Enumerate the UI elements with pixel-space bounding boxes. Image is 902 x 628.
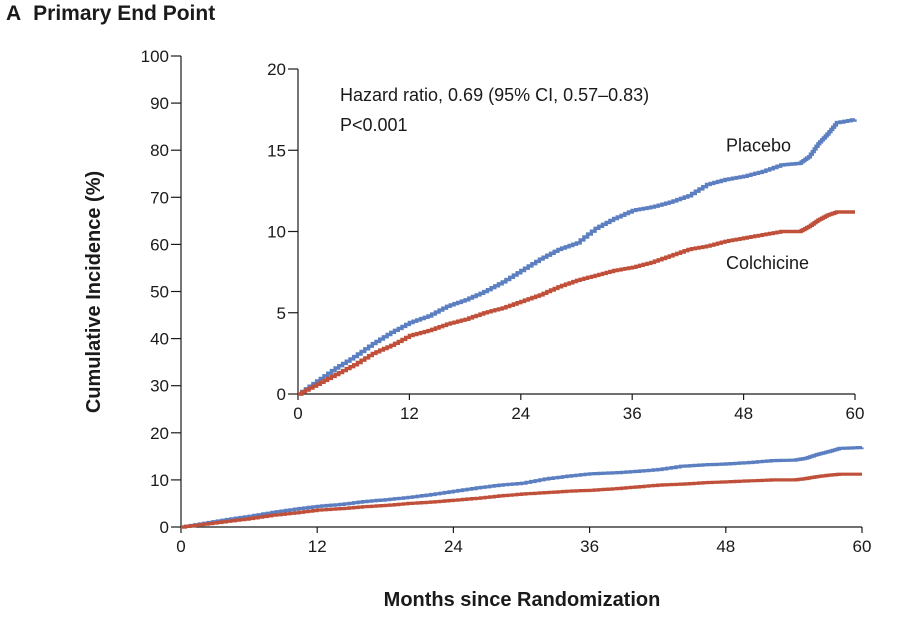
inset-axes: 0 12 24 36 48 60 0 5 10 15 20: [267, 60, 864, 423]
inset-y-tick-label: 5: [277, 304, 286, 323]
panel-letter: A: [6, 2, 22, 25]
panel-title-text: Primary End Point: [33, 2, 216, 25]
main-x-tick-label: 48: [716, 537, 735, 556]
inset-x-tick-label: 12: [400, 404, 419, 423]
main-y-tick-label: 50: [150, 283, 169, 302]
inset-x-tick-label: 36: [623, 404, 642, 423]
inset-x-tick-label: 0: [293, 404, 302, 423]
inset-series-placebo: [298, 118, 857, 396]
inset-annotations: Hazard ratio, 0.69 (95% CI, 0.57–0.83) P…: [340, 85, 649, 135]
inset-series-colchicine: [298, 210, 855, 396]
series-label-placebo: Placebo: [726, 135, 791, 155]
p-value-annotation: P<0.001: [340, 115, 408, 135]
main-series-placebo: [181, 446, 864, 529]
inset-y-tick-label: 10: [267, 223, 286, 242]
hazard-ratio-annotation: Hazard ratio, 0.69 (95% CI, 0.57–0.83): [340, 85, 649, 105]
main-y-tick-label: 60: [150, 235, 169, 254]
main-y-tick-label: 30: [150, 377, 169, 396]
main-x-tick-label: 36: [580, 537, 599, 556]
main-y-tick-label: 80: [150, 141, 169, 160]
main-series-colchicine: [181, 472, 862, 529]
main-y-tick-label: 40: [150, 330, 169, 349]
series-label-colchicine: Colchicine: [726, 253, 809, 273]
inset-series-group: Placebo Colchicine: [298, 118, 857, 396]
main-x-tick-label: 12: [308, 537, 327, 556]
main-x-tick-label: 60: [853, 537, 872, 556]
inset-y-tick-label: 0: [277, 385, 286, 404]
main-y-tick-label: 90: [150, 94, 169, 113]
inset-y-tick-label: 15: [267, 141, 286, 160]
inset-x-tick-label: 48: [734, 404, 753, 423]
inset-x-tick-label: 60: [846, 404, 865, 423]
main-y-tick-label: 10: [150, 471, 169, 490]
main-y-tick-label: 100: [141, 47, 169, 66]
inset-x-tick-label: 24: [511, 404, 530, 423]
panel-title: A Primary End Point: [6, 2, 215, 26]
y-axis-label: Cumulative Incidence (%): [83, 171, 105, 413]
inset-y-tick-label: 20: [267, 60, 286, 79]
main-y-tick-label: 0: [160, 518, 169, 537]
main-x-tick-label: 0: [176, 537, 185, 556]
x-axis-label: Months since Randomization: [384, 589, 661, 611]
main-y-tick-label: 20: [150, 424, 169, 443]
main-series-group: [181, 446, 864, 529]
main-x-tick-label: 24: [444, 537, 463, 556]
main-y-tick-label: 70: [150, 188, 169, 207]
